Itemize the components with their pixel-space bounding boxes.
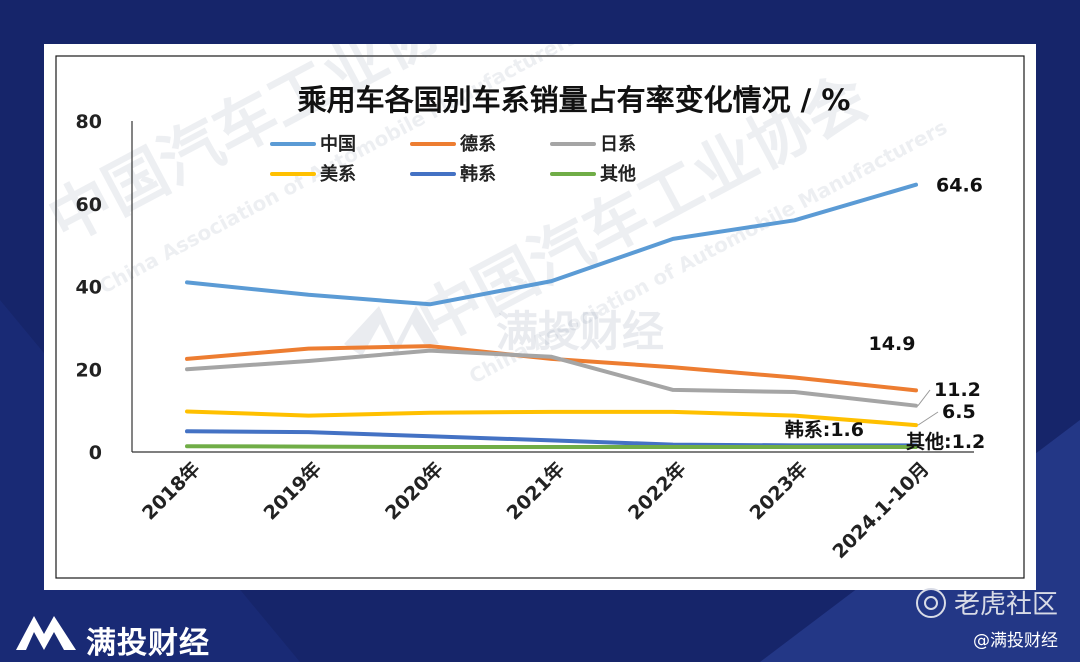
series-line bbox=[185, 344, 918, 393]
x-tick-label: 2018年 bbox=[137, 457, 204, 524]
y-tick-label: 60 bbox=[76, 194, 102, 216]
chart-border bbox=[55, 55, 1025, 579]
y-tick-label: 20 bbox=[76, 359, 102, 381]
y-tick-labels: 0 20 40 60 80 bbox=[76, 111, 102, 464]
legend-label: 德系 bbox=[460, 133, 496, 155]
watermark-assoc-cn-1: 中国汽车工业协会 bbox=[44, 44, 509, 257]
series-line bbox=[185, 182, 918, 307]
x-tick-label: 2022年 bbox=[623, 457, 690, 524]
brand-name: 满投财经 bbox=[86, 626, 210, 661]
y-tick-label: 40 bbox=[76, 277, 102, 299]
legend-label: 美系 bbox=[320, 163, 356, 185]
x-tick-label: 2020年 bbox=[380, 457, 447, 524]
end-labels: 64.6 14.9 11.26.5 韩系:1.6 其他:1.2 bbox=[785, 175, 986, 453]
y-tick-label: 80 bbox=[76, 111, 102, 133]
chart-card: 中国汽车工业协会 China Association of Automobile… bbox=[44, 44, 1036, 590]
series-line bbox=[185, 409, 918, 428]
x-tick-label: 2023年 bbox=[745, 457, 812, 524]
y-tick-label: 0 bbox=[89, 442, 102, 464]
end-label: 11.2 bbox=[934, 379, 981, 401]
series-lines bbox=[185, 182, 918, 449]
watermark-logo: 满投财经 bbox=[344, 306, 664, 356]
x-tick-labels: 2018年 2019年 2020年 2021年 2022年 2023年 2024.1-10月 bbox=[137, 457, 933, 563]
legend-label: 日系 bbox=[600, 134, 636, 155]
legend-label: 韩系 bbox=[460, 163, 496, 185]
x-tick-label: 2019年 bbox=[259, 457, 326, 524]
chart: 中国汽车工业协会 China Association of Automobile… bbox=[44, 44, 1025, 579]
x-tick-label: 2021年 bbox=[502, 457, 569, 524]
watermark-brand: 满投财经 bbox=[496, 307, 664, 356]
end-label: 韩系:1.6 bbox=[785, 418, 864, 441]
end-label: 其他:1.2 bbox=[906, 430, 985, 453]
x-tick-label: 2024.1-10月 bbox=[828, 458, 933, 563]
end-label: 14.9 bbox=[869, 333, 916, 355]
end-label: 6.5 bbox=[942, 401, 976, 423]
chart-title: 乘用车各国别车系销量占有率变化情况 / % bbox=[298, 83, 851, 117]
legend-label: 中国 bbox=[320, 133, 356, 155]
label-leader bbox=[917, 389, 931, 406]
author-handle: @满投财经 bbox=[973, 631, 1058, 651]
series-line bbox=[185, 348, 918, 408]
end-label: 64.6 bbox=[936, 175, 983, 197]
brand-logo bbox=[16, 616, 76, 650]
legend-label: 其他 bbox=[600, 163, 636, 185]
label-leader bbox=[917, 411, 939, 426]
series-line bbox=[185, 444, 918, 449]
community-name: 老虎社区 bbox=[953, 590, 1058, 620]
community-badge: 老虎社区 bbox=[915, 584, 1058, 621]
tiger-logo-icon bbox=[915, 587, 946, 618]
